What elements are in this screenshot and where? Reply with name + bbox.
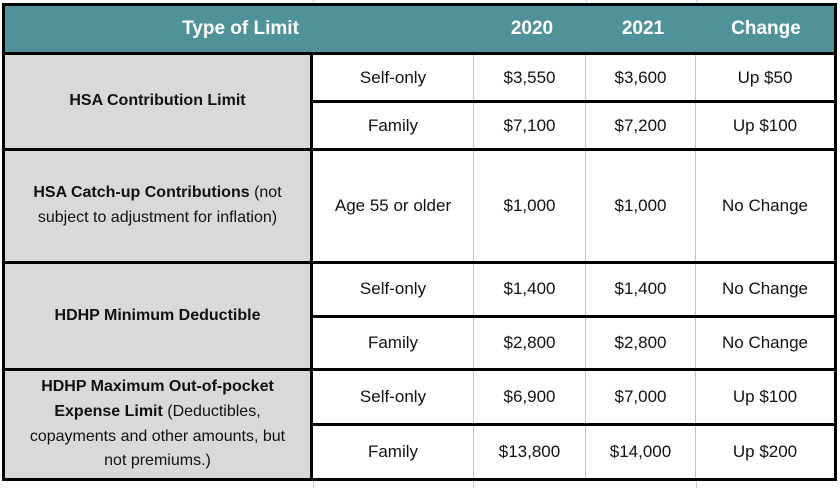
group-label: HDHP Maximum Out-of-pocket Expense Limit…	[19, 375, 296, 474]
table-row: Self-only $3,550 $3,600 Up $50	[313, 55, 834, 103]
change-cell: No Change	[695, 317, 834, 368]
group-label: HDHP Minimum Deductible	[55, 304, 261, 329]
group-rows: Self-only $6,900 $7,000 Up $100 Family $…	[313, 371, 834, 478]
value-2021-cell: $14,000	[585, 426, 695, 478]
group-rows: Self-only $1,400 $1,400 No Change Family…	[313, 264, 834, 368]
value-2021-cell: $2,800	[585, 317, 695, 368]
value-2021-cell: $1,400	[585, 264, 695, 315]
group-label-cell: HDHP Minimum Deductible	[5, 264, 313, 368]
group-hsa-contribution-limit: HSA Contribution Limit Self-only $3,550 …	[5, 55, 834, 151]
value-2020-cell: $2,800	[473, 317, 585, 368]
table-row: Family $2,800 $2,800 No Change	[313, 317, 834, 368]
header-type-of-limit: Type of Limit	[182, 18, 299, 39]
group-label: HSA Catch-up Contributions (not subject …	[19, 181, 296, 231]
group-label: HSA Contribution Limit	[69, 89, 245, 114]
gridline-tick	[696, 481, 697, 488]
value-2020-cell: $3,550	[473, 55, 585, 100]
value-2020-cell: $7,100	[473, 103, 585, 148]
group-label-bold: HSA Catch-up Contributions	[33, 184, 250, 202]
header-change: Change	[731, 18, 801, 39]
gridline-tick	[473, 481, 474, 488]
table-row: Family $13,800 $14,000 Up $200	[313, 426, 834, 478]
header-2021: 2021	[621, 18, 665, 39]
change-cell: No Change	[695, 264, 834, 315]
category-cell: Age 55 or older	[334, 196, 452, 215]
gridline-tick	[313, 481, 314, 488]
category-cell: Self-only	[359, 279, 427, 299]
table-row: Family $7,100 $7,200 Up $100	[313, 103, 834, 148]
category-cell: Self-only	[359, 387, 427, 406]
value-2021-cell: $1,000	[585, 151, 695, 261]
group-hdhp-minimum-deductible: HDHP Minimum Deductible Self-only $1,400…	[5, 264, 834, 371]
value-2020-cell: $1,400	[473, 264, 585, 315]
value-2020-cell: $1,000	[473, 151, 585, 261]
table-row: Self-only $1,400 $1,400 No Change	[313, 264, 834, 318]
gridline-tick	[696, 0, 697, 3]
gridline-tick	[586, 0, 587, 3]
group-label-cell: HDHP Maximum Out-of-pocket Expense Limit…	[5, 371, 313, 478]
category-cell: Family	[367, 442, 419, 461]
group-label-rest: (not subject to adjustment for inflation…	[37, 184, 282, 226]
group-label-bold: HDHP Maximum Out-of-pocket Expense Limit	[41, 377, 274, 420]
group-rows: Age 55 or older $1,000 $1,000 No Change	[313, 151, 834, 261]
group-label-cell: HSA Catch-up Contributions (not subject …	[5, 151, 313, 261]
value-2021-cell: $7,200	[585, 103, 695, 148]
group-label-bold: HSA Contribution Limit	[69, 92, 246, 110]
change-cell: No Change	[695, 151, 834, 261]
table-row: Age 55 or older $1,000 $1,000 No Change	[313, 151, 834, 261]
value-2021-cell: $7,000	[585, 371, 695, 423]
change-cell: Up $100	[695, 103, 834, 148]
change-cell: Up $50	[695, 55, 834, 100]
category-cell: Family	[367, 332, 419, 352]
header-row: Type of Limit 2020 2021 Change	[5, 6, 834, 55]
group-label-cell: HSA Contribution Limit	[5, 55, 313, 148]
group-label-bold: HDHP Minimum Deductible	[54, 306, 261, 324]
category-cell: Self-only	[359, 67, 427, 87]
header-2020: 2020	[510, 18, 554, 39]
table-row: Self-only $6,900 $7,000 Up $100	[313, 371, 834, 426]
hsa-limits-table: Type of Limit 2020 2021 Change HSA Contr…	[2, 3, 837, 481]
group-hdhp-maximum-out-of-pocket: HDHP Maximum Out-of-pocket Expense Limit…	[5, 371, 834, 478]
change-cell: Up $100	[695, 371, 834, 423]
category-cell: Family	[367, 115, 419, 135]
group-rows: Self-only $3,550 $3,600 Up $50 Family $7…	[313, 55, 834, 148]
change-cell: Up $200	[695, 426, 834, 478]
value-2021-cell: $3,600	[585, 55, 695, 100]
group-hsa-catch-up-contributions: HSA Catch-up Contributions (not subject …	[5, 151, 834, 264]
gridline-tick	[313, 0, 314, 3]
group-label-rest: (Deductibles, copayments and other amoun…	[29, 402, 286, 470]
value-2020-cell: $13,800	[473, 426, 585, 478]
value-2020-cell: $6,900	[473, 371, 585, 423]
